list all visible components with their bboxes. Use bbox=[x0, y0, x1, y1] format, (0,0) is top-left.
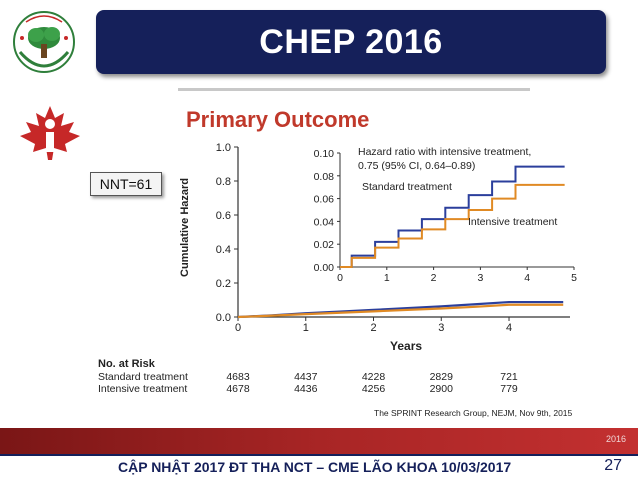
kaplan-meier-chart: Primary Outcome 0.0 0.2 0.4 0.6 0.8 1.0 0 1 2 3 4… bbox=[98, 107, 577, 418]
main-axes bbox=[237, 147, 570, 318]
inset-annotation-line-2: 0.75 (95% CI, 0.64–0.89) bbox=[358, 160, 475, 172]
x-tick-label: 4 bbox=[506, 322, 512, 334]
y-tick-label: 0.8 bbox=[216, 176, 231, 188]
inset-x-tick-label: 2 bbox=[431, 272, 437, 284]
source-citation: The SPRINT Research Group, NEJM, Nov 9th… bbox=[374, 408, 573, 418]
hypertension-canada-logo bbox=[14, 104, 86, 162]
page-number: 27 bbox=[604, 457, 622, 474]
inset-series-line-standard bbox=[340, 165, 565, 268]
inset-annotation-line-1: Hazard ratio with intensive treatment, bbox=[358, 146, 531, 158]
x-tick-label: 0 bbox=[235, 322, 241, 334]
inset-y-tick-label: 0.00 bbox=[314, 262, 335, 274]
at-risk-row-label: Intensive treatment bbox=[98, 383, 187, 395]
at-risk-value: 4437 bbox=[294, 371, 318, 383]
at-risk-value: 4683 bbox=[226, 371, 250, 383]
band-year: 2016 bbox=[605, 434, 626, 444]
inset-y-tick-label: 0.08 bbox=[314, 171, 335, 183]
at-risk-row-label: Standard treatment bbox=[98, 371, 188, 383]
inset-x-tick-label: 3 bbox=[477, 272, 483, 284]
inset-axes bbox=[339, 153, 574, 268]
inset-x-tick-label: 0 bbox=[337, 272, 343, 284]
at-risk-value: 4678 bbox=[226, 383, 250, 395]
x-axis-label: Years bbox=[390, 339, 422, 353]
inset-x-tick-label: 4 bbox=[524, 272, 530, 284]
decorative-band: 2016 bbox=[0, 428, 638, 454]
at-risk-value: 4228 bbox=[362, 371, 386, 383]
main-series-line-intensive bbox=[237, 303, 564, 319]
inset-y-tick-label: 0.02 bbox=[314, 239, 335, 251]
x-tick-label: 1 bbox=[303, 322, 309, 334]
at-risk-value: 4436 bbox=[294, 383, 318, 395]
x-tick-label: 3 bbox=[438, 322, 444, 334]
chart-title: Primary Outcome bbox=[186, 107, 369, 132]
at-risk-value: 2829 bbox=[430, 371, 454, 383]
association-logo bbox=[6, 8, 86, 78]
inset-x-tick-label: 1 bbox=[384, 272, 390, 284]
y-tick-label: 0.6 bbox=[216, 210, 231, 222]
divider-line bbox=[178, 88, 530, 91]
y-tick-label: 1.0 bbox=[216, 142, 231, 154]
at-risk-value: 721 bbox=[500, 371, 518, 383]
y-axis-label: Cumulative Hazard bbox=[179, 178, 191, 277]
inset-y-tick-label: 0.10 bbox=[314, 148, 335, 160]
title-bar: CHEP 2016 bbox=[96, 10, 606, 74]
footer-line bbox=[0, 454, 638, 456]
at-risk-value: 779 bbox=[500, 383, 518, 395]
inset-y-tick-label: 0.06 bbox=[314, 194, 335, 206]
footer-text: CẬP NHẬT 2017 ĐT THA NCT – CME LÃO KHOA … bbox=[118, 459, 512, 475]
at-risk-value: 4256 bbox=[362, 383, 386, 395]
slide-title: CHEP 2016 bbox=[259, 22, 443, 61]
y-tick-label: 0.0 bbox=[216, 312, 231, 324]
at-risk-header: No. at Risk bbox=[98, 358, 156, 370]
x-tick-label: 2 bbox=[370, 322, 376, 334]
footer: CẬP NHẬT 2017 ĐT THA NCT – CME LÃO KHOA … bbox=[0, 454, 638, 479]
inset-x-tick-label: 5 bbox=[571, 272, 577, 284]
inset-label-standard: Standard treatment bbox=[362, 181, 452, 193]
at-risk-value: 2900 bbox=[430, 383, 454, 395]
y-tick-label: 0.4 bbox=[216, 244, 231, 256]
nnt-label: NNT=61 bbox=[90, 172, 162, 196]
inset-label-intensive: Intensive treatment bbox=[468, 216, 557, 228]
y-tick-label: 0.2 bbox=[216, 278, 231, 290]
inset-y-tick-label: 0.04 bbox=[314, 216, 335, 228]
inset-series-line-intensive bbox=[340, 183, 565, 268]
